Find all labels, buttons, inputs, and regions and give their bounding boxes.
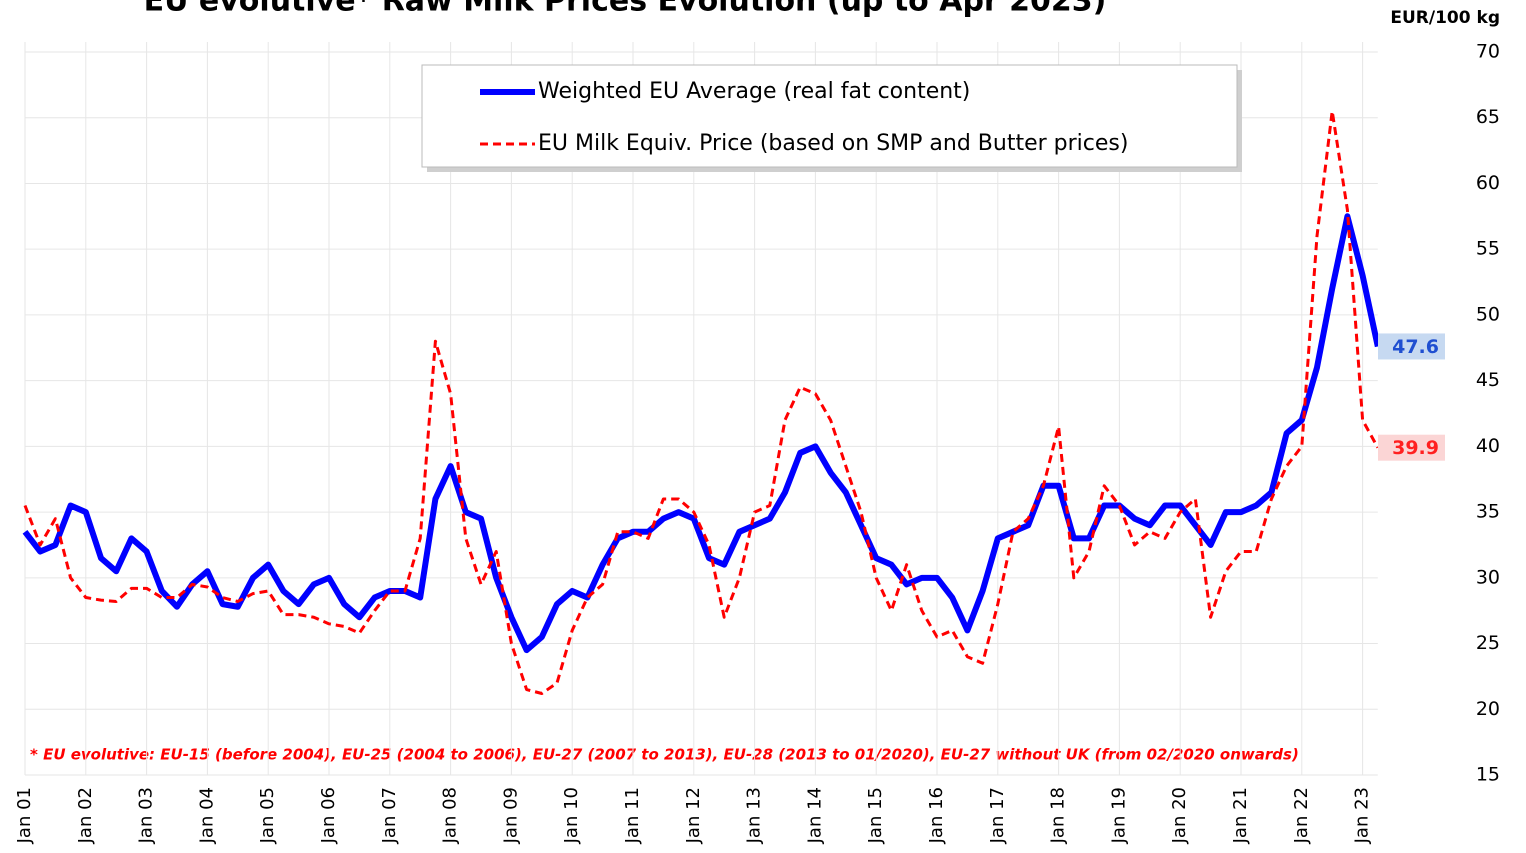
x-tick-label: Jan 05: [257, 787, 278, 844]
y-tick-label: 20: [1476, 698, 1500, 720]
x-tick-label: Jan 21: [1230, 787, 1251, 844]
series-line: [22, 213, 1381, 654]
x-tick-label: Jan 09: [500, 787, 521, 844]
legend-box: [421, 64, 1238, 168]
x-tick-label: Jan 15: [865, 787, 886, 844]
y-tick-label: 60: [1476, 172, 1500, 194]
end-label-box: [1378, 333, 1445, 360]
x-tick-label: Jan 17: [987, 787, 1008, 844]
x-tick-label: Jan 11: [622, 787, 643, 844]
x-tick-label: Jan 04: [196, 787, 217, 844]
y-tick-label: 65: [1476, 106, 1500, 128]
x-tick-label: Jan 18: [1048, 787, 1069, 844]
legend: Weighted EU Average (real fat content) EU…: [421, 64, 1242, 172]
legend-label: EU Milk Equiv. Price (based on SMP and B…: [538, 131, 1128, 156]
end-label-box: [1378, 434, 1445, 461]
x-tick-label: Jan 02: [75, 787, 96, 844]
x-tick-label: Jan 14: [804, 787, 825, 844]
x-tick-label: Jan 16: [926, 787, 947, 844]
x-tick-label: Jan 10: [561, 787, 582, 844]
footnote: * EU evolutive: EU-15 (before 2004), EU-…: [30, 746, 1299, 764]
x-tick-label: Jan 12: [683, 787, 704, 844]
y-tick-label: 35: [1476, 501, 1500, 523]
end-label: 47.6: [1392, 336, 1439, 358]
y-tick-label: 70: [1476, 41, 1500, 63]
y-tick-label: 45: [1476, 369, 1500, 391]
x-tick-label: Jan 22: [1291, 787, 1312, 844]
x-tick-label: Jan 03: [136, 787, 157, 844]
x-tick-label: Jan 08: [440, 787, 461, 844]
x-tick-label: Jan 06: [318, 787, 339, 844]
y-tick-label: 25: [1476, 632, 1500, 654]
x-tick-label: Jan 20: [1169, 787, 1190, 844]
x-tick-label: Jan 19: [1108, 787, 1129, 844]
series-line: [23, 109, 1380, 695]
x-tick-label: Jan 07: [379, 787, 400, 844]
end-label: 39.9: [1392, 437, 1439, 459]
x-tick-label: Jan 23: [1352, 787, 1373, 844]
y-tick-label: 50: [1476, 303, 1500, 325]
chart-title: EU evolutive* Raw Milk Prices Evolution …: [144, 0, 1107, 19]
y-unit: EUR/100 kg: [1390, 8, 1500, 28]
y-tick-label: 40: [1476, 435, 1500, 457]
y-tick-label: 30: [1476, 566, 1500, 588]
y-tick-label: 15: [1476, 764, 1500, 786]
y-tick-label: 55: [1476, 238, 1500, 260]
x-tick-label: Jan 01: [14, 787, 35, 844]
x-tick-label: Jan 13: [744, 787, 765, 844]
legend-label: Weighted EU Average (real fat content): [538, 79, 970, 104]
